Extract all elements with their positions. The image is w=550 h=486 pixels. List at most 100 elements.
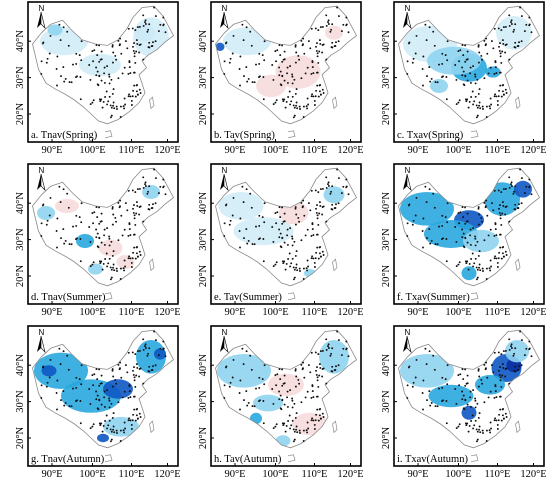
station-points <box>223 330 350 443</box>
station-dot <box>494 390 497 393</box>
station-dot <box>315 369 317 372</box>
station-dot <box>154 15 157 18</box>
svg-text:N: N <box>222 328 228 337</box>
station-dot <box>283 260 286 263</box>
station-dot <box>325 58 328 61</box>
station-dot <box>103 390 106 393</box>
station-dot <box>127 72 130 75</box>
station-dot <box>126 47 129 50</box>
station-dot <box>108 419 111 422</box>
north-arrow-icon: N <box>403 4 412 29</box>
station-dot <box>116 432 118 434</box>
station-dot <box>114 54 117 57</box>
station-dot <box>493 257 496 260</box>
station-dot <box>345 185 348 188</box>
station-dot <box>428 390 431 393</box>
station-dot <box>246 404 249 407</box>
station-dot <box>469 405 472 408</box>
station-dot <box>317 95 320 98</box>
station-dot <box>95 74 98 77</box>
station-dot <box>468 424 471 427</box>
station-dot <box>223 72 226 75</box>
station-dot <box>307 103 310 106</box>
station-dot <box>490 265 493 268</box>
station-dot <box>245 228 248 231</box>
station-dot <box>510 19 513 22</box>
station-dot <box>433 206 436 209</box>
station-dot <box>56 408 58 411</box>
station-dot <box>56 246 58 249</box>
station-dot <box>523 192 526 195</box>
station-dot <box>249 30 252 33</box>
station-dot <box>291 257 294 260</box>
station-dot <box>275 99 278 102</box>
panel-caption: g. Tnav(Autumn) <box>31 454 105 465</box>
station-dot <box>91 50 94 53</box>
station-dot <box>249 354 252 357</box>
station-dot <box>495 257 498 260</box>
station-dot <box>144 19 147 22</box>
station-dot <box>500 419 503 422</box>
station-dot <box>490 364 493 367</box>
station-dot <box>142 176 145 179</box>
station-dot <box>92 384 95 387</box>
station-dot <box>66 354 69 357</box>
station-dot <box>441 62 444 65</box>
station-dot <box>299 270 301 272</box>
station-dot <box>109 266 112 269</box>
station-dot <box>127 95 130 98</box>
station-dot <box>317 385 320 388</box>
station-dot <box>478 412 481 415</box>
station-dot <box>242 39 245 42</box>
station-dot <box>525 347 528 350</box>
station-dot <box>289 103 292 106</box>
station-dot <box>474 237 477 240</box>
station-dot <box>336 330 339 333</box>
station-dot <box>128 93 131 96</box>
station-dot <box>229 381 232 384</box>
station-dot <box>412 381 415 384</box>
station-dot <box>337 15 340 18</box>
station-dot <box>250 44 253 47</box>
station-dot <box>111 223 114 226</box>
station-dot <box>148 23 151 26</box>
station-dot <box>406 234 409 237</box>
station-dot <box>285 262 288 265</box>
station-dot <box>483 201 486 204</box>
station-dot <box>479 107 482 110</box>
station-dot <box>128 385 131 388</box>
station-dot <box>493 72 496 75</box>
station-dot <box>474 82 477 85</box>
station-dot <box>505 205 508 208</box>
station-dot <box>110 78 113 81</box>
trend-shading-deep <box>154 348 166 360</box>
station-dot <box>108 235 111 238</box>
station-dot <box>458 423 461 426</box>
station-dot <box>523 30 526 33</box>
station-dot <box>72 225 74 228</box>
station-dot <box>162 178 165 181</box>
station-dot <box>100 98 103 101</box>
station-dot <box>147 46 150 49</box>
station-dot <box>428 350 431 353</box>
station-dot <box>41 42 44 45</box>
station-dot <box>162 16 165 19</box>
station-dot <box>513 46 516 49</box>
station-dot <box>119 440 122 442</box>
station-dot <box>293 430 296 433</box>
station-dot <box>337 339 340 342</box>
station-dot <box>441 400 443 403</box>
station-dot <box>110 268 113 271</box>
station-dot <box>340 30 343 33</box>
station-dot <box>433 368 436 371</box>
station-dot <box>501 414 504 417</box>
station-dot <box>490 40 493 43</box>
station-dot <box>110 114 113 117</box>
station-dot <box>46 57 49 60</box>
station-dot <box>469 72 472 75</box>
trend-shading-mid <box>323 186 345 204</box>
station-dot <box>528 340 531 343</box>
station-dot <box>300 239 303 242</box>
station-dot <box>75 62 78 65</box>
